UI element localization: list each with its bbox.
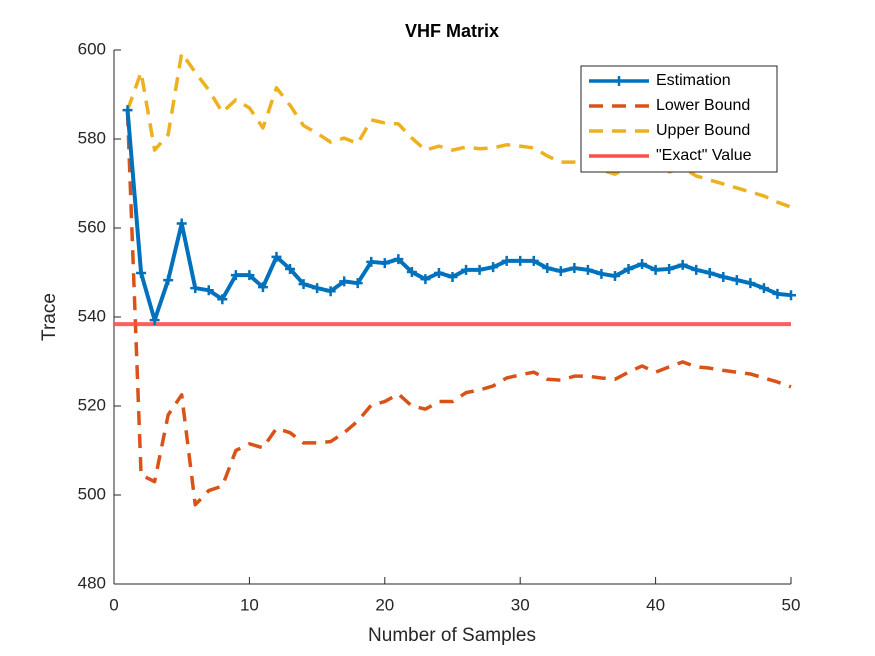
- marker: [271, 251, 282, 262]
- marker: [731, 275, 742, 286]
- marker: [569, 263, 580, 274]
- marker: [677, 259, 688, 270]
- marker: [447, 271, 458, 282]
- x-tick-label: 50: [782, 595, 801, 614]
- marker: [745, 278, 756, 289]
- marker: [718, 271, 729, 282]
- marker: [149, 315, 160, 326]
- x-tick-label: 20: [375, 595, 394, 614]
- marker: [163, 275, 174, 286]
- legend-marker: [614, 76, 624, 86]
- y-tick-label: 500: [78, 484, 106, 503]
- legend-label: Upper Bound: [656, 122, 750, 139]
- marker: [393, 254, 404, 265]
- marker: [339, 276, 350, 287]
- marker: [433, 267, 444, 278]
- marker: [528, 255, 539, 266]
- series-line: [125, 112, 792, 507]
- marker: [366, 256, 377, 267]
- marker: [772, 288, 783, 299]
- y-tick-label: 560: [78, 217, 106, 236]
- marker: [691, 264, 702, 275]
- marker: [190, 283, 201, 294]
- x-tick-label: 30: [511, 595, 530, 614]
- marker: [786, 290, 796, 301]
- marker: [352, 278, 363, 289]
- y-tick-label: 480: [78, 573, 106, 592]
- legend-label: Lower Bound: [656, 97, 750, 114]
- marker: [176, 218, 187, 229]
- marker: [623, 263, 634, 274]
- marker: [285, 263, 296, 274]
- marker: [298, 279, 309, 290]
- marker: [244, 270, 255, 281]
- marker: [582, 264, 593, 275]
- marker: [664, 263, 675, 274]
- marker: [379, 258, 390, 269]
- marker: [542, 263, 553, 274]
- marker: [325, 286, 336, 297]
- marker: [230, 270, 241, 281]
- y-tick-label: 540: [78, 306, 106, 325]
- marker: [596, 268, 607, 279]
- x-axis-label: Number of Samples: [368, 625, 536, 646]
- y-tick-label: 580: [78, 128, 106, 147]
- marker: [474, 264, 485, 275]
- marker: [637, 259, 648, 270]
- marker: [257, 282, 268, 293]
- marker: [758, 283, 769, 294]
- marker: [650, 264, 661, 275]
- marker: [704, 267, 715, 278]
- marker: [515, 255, 526, 266]
- marker: [136, 267, 147, 278]
- legend-label: "Exact" Value: [656, 147, 752, 164]
- marker: [501, 255, 512, 266]
- x-tick-label: 10: [240, 595, 259, 614]
- marker: [312, 283, 323, 294]
- y-tick-label: 520: [78, 395, 106, 414]
- marker: [488, 262, 499, 273]
- x-tick-label: 40: [646, 595, 665, 614]
- marker: [406, 267, 417, 278]
- marker: [609, 271, 620, 282]
- marker: [461, 264, 472, 275]
- legend-label: Estimation: [656, 72, 731, 89]
- marker: [420, 274, 431, 285]
- marker: [555, 266, 566, 277]
- chart-title: VHF Matrix: [405, 21, 499, 41]
- x-tick-label: 0: [109, 595, 118, 614]
- y-axis-label: Trace: [39, 293, 60, 341]
- marker: [122, 105, 133, 116]
- marker: [203, 285, 214, 296]
- y-tick-label: 600: [78, 39, 106, 58]
- marker: [217, 294, 228, 305]
- legend: Estimation Lower Bound Upper Bound "Exact" …: [580, 65, 778, 173]
